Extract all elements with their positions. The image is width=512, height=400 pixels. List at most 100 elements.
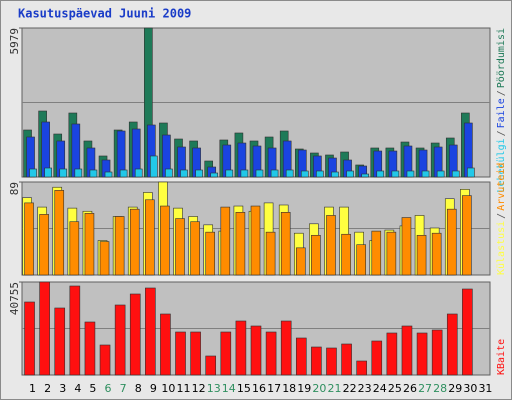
x-tick-label: 12 — [192, 382, 206, 395]
legend-entry: KBaite — [496, 339, 507, 375]
bar — [386, 231, 397, 276]
x-tick-label: 30 — [463, 382, 477, 395]
x-tick-label: 26 — [403, 382, 417, 395]
bar — [54, 190, 65, 276]
x-tick-label: 31 — [478, 382, 492, 395]
bar — [104, 171, 113, 178]
bar — [386, 332, 398, 376]
bar — [300, 170, 309, 178]
legend-entry: Pöördumisi — [496, 28, 507, 88]
bar — [220, 206, 231, 276]
x-tick-label: 22 — [343, 382, 357, 395]
bar — [295, 247, 306, 276]
bar — [265, 231, 276, 276]
bar — [421, 170, 430, 178]
legend-entry: Lehekülgi — [496, 138, 507, 192]
x-tick-label: 3 — [59, 382, 66, 395]
bar — [190, 331, 201, 376]
bar — [165, 168, 173, 178]
bar — [371, 230, 382, 276]
bar — [311, 346, 322, 376]
bar — [84, 321, 96, 376]
bar — [250, 325, 262, 376]
bar — [462, 195, 472, 276]
bar — [24, 202, 34, 276]
x-tick-label: 14 — [222, 382, 236, 395]
legend-separator: / — [496, 213, 507, 219]
bar — [145, 199, 155, 276]
x-tick-label: 6 — [105, 382, 112, 395]
x-tick-label: 24 — [373, 382, 387, 395]
bar — [401, 325, 413, 376]
bar — [114, 304, 126, 376]
bar — [391, 170, 400, 178]
bar — [346, 170, 354, 178]
bar — [331, 171, 339, 178]
x-tick-label: 20 — [312, 382, 326, 395]
bar — [54, 307, 66, 376]
x-tick-label: 15 — [237, 382, 251, 395]
legend: Lehekülgi / Faile / Pöördumisi — [496, 28, 507, 193]
bar — [29, 168, 37, 178]
bar — [145, 287, 156, 376]
bar — [376, 170, 385, 178]
bar — [205, 355, 217, 376]
x-tick-label: 4 — [74, 382, 81, 395]
y-tick-label: 89 — [8, 182, 21, 195]
x-tick-label: 18 — [282, 382, 296, 395]
x-tick-label: 5 — [89, 382, 96, 395]
bar — [39, 281, 50, 376]
legend-separator: / — [496, 130, 507, 136]
bar — [467, 167, 475, 178]
bar — [451, 170, 460, 178]
legend-entry: Arvuteid — [496, 163, 507, 211]
bar — [371, 340, 383, 376]
bar — [119, 169, 128, 178]
legend-separator: / — [496, 90, 507, 96]
bar — [255, 169, 264, 178]
chart-title: Kasutuspäevad Juuni 2009 — [18, 7, 191, 21]
bar — [446, 313, 458, 376]
bar — [341, 233, 351, 276]
y-tick-label: 5979 — [8, 28, 21, 55]
legend: Külastusi / Arvuteid — [496, 163, 507, 275]
x-tick-label: 28 — [433, 382, 447, 395]
bar — [89, 169, 98, 178]
x-tick-label: 1 — [29, 382, 36, 395]
bar — [270, 169, 279, 178]
bar — [240, 169, 249, 178]
bar — [416, 332, 428, 376]
bar — [265, 331, 277, 376]
bar — [356, 244, 366, 276]
bar — [235, 212, 246, 276]
bar — [99, 241, 110, 276]
bar — [431, 329, 443, 376]
bar — [341, 343, 352, 376]
bar — [356, 360, 367, 376]
bar — [160, 205, 170, 276]
bar — [84, 213, 95, 276]
x-tick-label: 29 — [448, 382, 462, 395]
bar — [462, 288, 473, 376]
bar — [295, 337, 307, 376]
legend-entry: Faile — [496, 98, 507, 128]
bar — [280, 320, 292, 376]
bar — [220, 331, 232, 376]
bar — [431, 232, 442, 276]
bar — [69, 221, 80, 276]
legend: KBaite — [496, 339, 507, 375]
bar — [326, 215, 336, 276]
bar — [160, 313, 171, 376]
bar — [326, 347, 337, 376]
bar — [114, 216, 125, 276]
bar — [59, 168, 68, 178]
x-tick-label: 21 — [327, 382, 341, 395]
x-tick-label: 9 — [150, 382, 157, 395]
bar — [210, 172, 219, 178]
bar — [134, 168, 143, 178]
bar — [316, 170, 324, 178]
bar — [436, 170, 445, 178]
bar — [150, 155, 158, 178]
bar — [225, 169, 234, 178]
x-tick-label: 10 — [161, 382, 175, 395]
